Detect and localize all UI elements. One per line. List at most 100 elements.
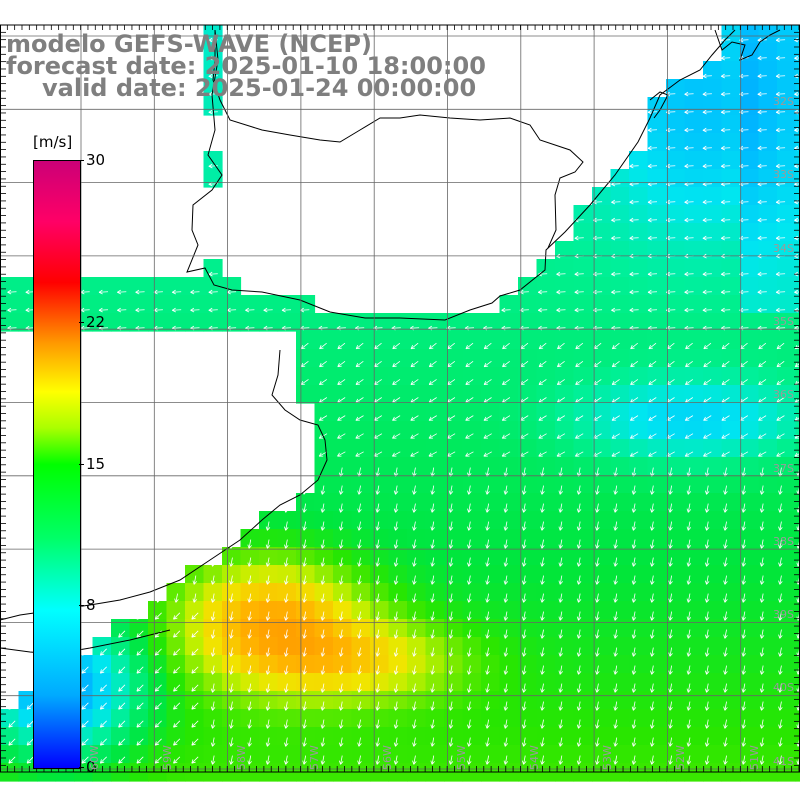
wind-cell (592, 583, 612, 602)
wind-arrow (684, 199, 694, 205)
wind-cell (499, 691, 519, 710)
wind-cell (481, 439, 501, 458)
wind-cell (740, 385, 760, 404)
wind-arrow (501, 415, 511, 421)
wind-cell (610, 511, 630, 530)
wind-cell (536, 295, 556, 314)
wind-cell (647, 331, 667, 350)
wind-cell (592, 205, 612, 224)
wind-cell (758, 223, 778, 242)
wind-cell (259, 583, 279, 602)
wind-cell (444, 547, 464, 566)
wind-arrow (263, 307, 273, 313)
wind-cell (536, 529, 556, 548)
wind-cell (684, 439, 704, 458)
wind-cell (481, 403, 501, 422)
wind-arrow (794, 362, 800, 368)
wind-arrow (648, 360, 657, 368)
wind-arrow (319, 379, 328, 385)
wind-cell (388, 511, 408, 530)
wind-arrow (757, 73, 767, 79)
wind-arrow (338, 575, 344, 585)
wind-cell (444, 529, 464, 548)
wind-cell (795, 655, 800, 674)
wind-arrow (192, 593, 198, 603)
wind-arrow (648, 379, 657, 385)
wind-cell (240, 565, 260, 584)
wind-arrow (190, 91, 200, 97)
wind-cell (481, 619, 501, 638)
wind-cell (277, 637, 297, 656)
wind-cell (388, 457, 408, 476)
wind-cell (425, 493, 445, 512)
wind-arrow (265, 539, 271, 549)
wind-cell (185, 745, 205, 764)
wind-arrow (613, 593, 618, 603)
wind-arrow (794, 55, 800, 61)
wind-arrow (650, 557, 655, 567)
wind-arrow (430, 521, 435, 531)
wind-cell (610, 673, 630, 692)
wind-arrow (595, 503, 600, 513)
wind-arrow (191, 630, 199, 638)
wind-cell (647, 601, 667, 620)
wind-arrow (576, 593, 582, 603)
wind-arrow (757, 163, 767, 169)
wind-cell (425, 547, 445, 566)
colorbar-tick-mark (79, 160, 84, 161)
wind-cell (703, 439, 723, 458)
wind-arrow (758, 451, 767, 457)
wind-cell (425, 691, 445, 710)
wind-cell (721, 691, 741, 710)
wind-cell (721, 241, 741, 260)
wind-arrow (375, 539, 381, 549)
wind-cell (536, 727, 556, 746)
wind-cell (111, 295, 131, 314)
wind-cell (629, 187, 649, 206)
wind-arrow (684, 271, 694, 277)
wind-cell (684, 349, 704, 368)
wind-cell (647, 565, 667, 584)
wind-cell (629, 151, 649, 170)
wind-arrow (775, 109, 786, 115)
wind-arrow (556, 271, 566, 277)
wind-arrow (720, 91, 731, 97)
wind-arrow (668, 611, 673, 621)
wind-cell (351, 367, 371, 386)
wind-cell (740, 241, 760, 260)
wind-cell (758, 529, 778, 548)
wind-cell (721, 313, 741, 332)
wind-arrow (284, 611, 289, 621)
wind-arrow (7, 271, 17, 277)
wind-cell (777, 619, 797, 638)
wind-arrow (759, 503, 765, 513)
wind-arrow (448, 539, 454, 549)
wind-cell (259, 565, 279, 584)
wind-arrow (702, 145, 712, 151)
lat-label: 35S (773, 314, 794, 328)
wind-arrow (558, 521, 564, 531)
wind-arrow (98, 289, 109, 295)
wind-cell (703, 79, 723, 98)
wind-arrow (595, 521, 600, 531)
wind-arrow (741, 575, 747, 585)
wind-cell (92, 313, 112, 332)
wind-arrow (778, 557, 783, 567)
wind-cell (555, 421, 575, 440)
wind-cell (314, 439, 334, 458)
wind-cell (185, 295, 205, 314)
wind-cell (499, 583, 519, 602)
wind-arrow (702, 127, 712, 133)
wind-arrow (465, 415, 474, 421)
wind-arrow (485, 557, 490, 567)
wind-cell (758, 565, 778, 584)
wind-cell (536, 331, 556, 350)
wind-cell (555, 673, 575, 692)
wind-cell (758, 133, 778, 152)
wind-arrow (265, 575, 271, 585)
wind-cell (721, 619, 741, 638)
wind-cell (203, 61, 223, 80)
wind-cell (703, 709, 723, 728)
wind-arrow (521, 575, 527, 585)
wind-cell (777, 565, 797, 584)
